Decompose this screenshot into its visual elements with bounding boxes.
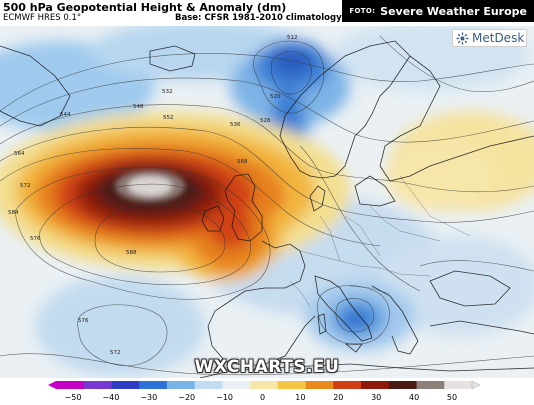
colorbar-segment: [444, 381, 473, 389]
model-label: ECMWF HRES 0.1°: [3, 13, 82, 23]
photo-credit-badge: FOTO: Severe Weather Europe: [342, 0, 534, 22]
contour-label: 548: [133, 104, 144, 110]
metdesk-label: MetDesk: [472, 31, 525, 45]
colorbar-segment: [361, 381, 390, 389]
credit-source: Severe Weather Europe: [380, 4, 527, 18]
metdesk-logo: MetDesk: [452, 29, 527, 47]
colorbar-segment: [416, 381, 445, 389]
colorbar-segment: [222, 381, 251, 389]
contour-label: 552: [163, 115, 174, 121]
colorbar-segment: [333, 381, 362, 389]
colorbar-segment: [166, 381, 196, 389]
colorbar-tick-label: −40: [102, 393, 119, 402]
contour-label: 568: [237, 159, 248, 165]
colorbar-segment: [56, 381, 85, 389]
contour-label: 536: [230, 122, 241, 128]
colorbar-tick-label: 30: [371, 393, 381, 402]
colorbar-tick-label: 20: [333, 393, 343, 402]
colorbar-tick-label: −50: [65, 393, 82, 402]
contour-label: 520: [270, 94, 281, 100]
colorbar-segment: [83, 381, 112, 389]
colorbar-tick-label: 10: [295, 393, 305, 402]
contour-label: 584: [8, 210, 19, 216]
colorbar-max-arrow: [471, 380, 481, 390]
colorbar-segment: [250, 381, 279, 389]
credit-prefix: FOTO:: [349, 7, 376, 15]
contour-label: 528: [260, 118, 271, 124]
colorbar-tick-label: 0: [260, 393, 265, 402]
colorbar-tick-label: −20: [178, 393, 195, 402]
chart-title: 500 hPa Geopotential Height & Anomaly (d…: [3, 1, 287, 14]
metdesk-logo-icon: [456, 32, 469, 44]
colorbar-segment: [388, 381, 418, 389]
contour-label: 588: [126, 250, 137, 256]
colorbar-min-arrow: [48, 381, 56, 389]
colorbar-segment: [305, 381, 334, 389]
contour-label: 564: [14, 151, 25, 157]
colorbar-segment: [194, 381, 223, 389]
colorbar-tick-label: 50: [447, 393, 457, 402]
watermark: WXCHARTS.EU: [194, 357, 340, 377]
contour-label: 576: [78, 318, 89, 324]
climatology-label: Base: CFSR 1981-2010 climatology: [175, 13, 342, 23]
contour-label: 544: [60, 112, 71, 118]
colorbar-segment: [277, 381, 307, 389]
colorbar-segment: [111, 381, 140, 389]
contour-label: 572: [20, 183, 31, 189]
colorbar-tick-label: −10: [216, 393, 233, 402]
contour-label: 532: [162, 89, 173, 95]
contour-label: 576: [30, 236, 41, 242]
colorbar-tick-label: 40: [409, 393, 419, 402]
anomaly-map: 564 572 584 548 552 544 536 528 520 512 …: [0, 26, 534, 378]
colorbar-segment: [139, 381, 168, 389]
anomaly-colorbar: −50 −40 −30 −20 −10 0 10 20 30 40 50: [0, 378, 534, 405]
contour-label: 572: [110, 350, 121, 356]
contour-label: 512: [287, 35, 298, 41]
colorbar-tick-label: −30: [140, 393, 157, 402]
